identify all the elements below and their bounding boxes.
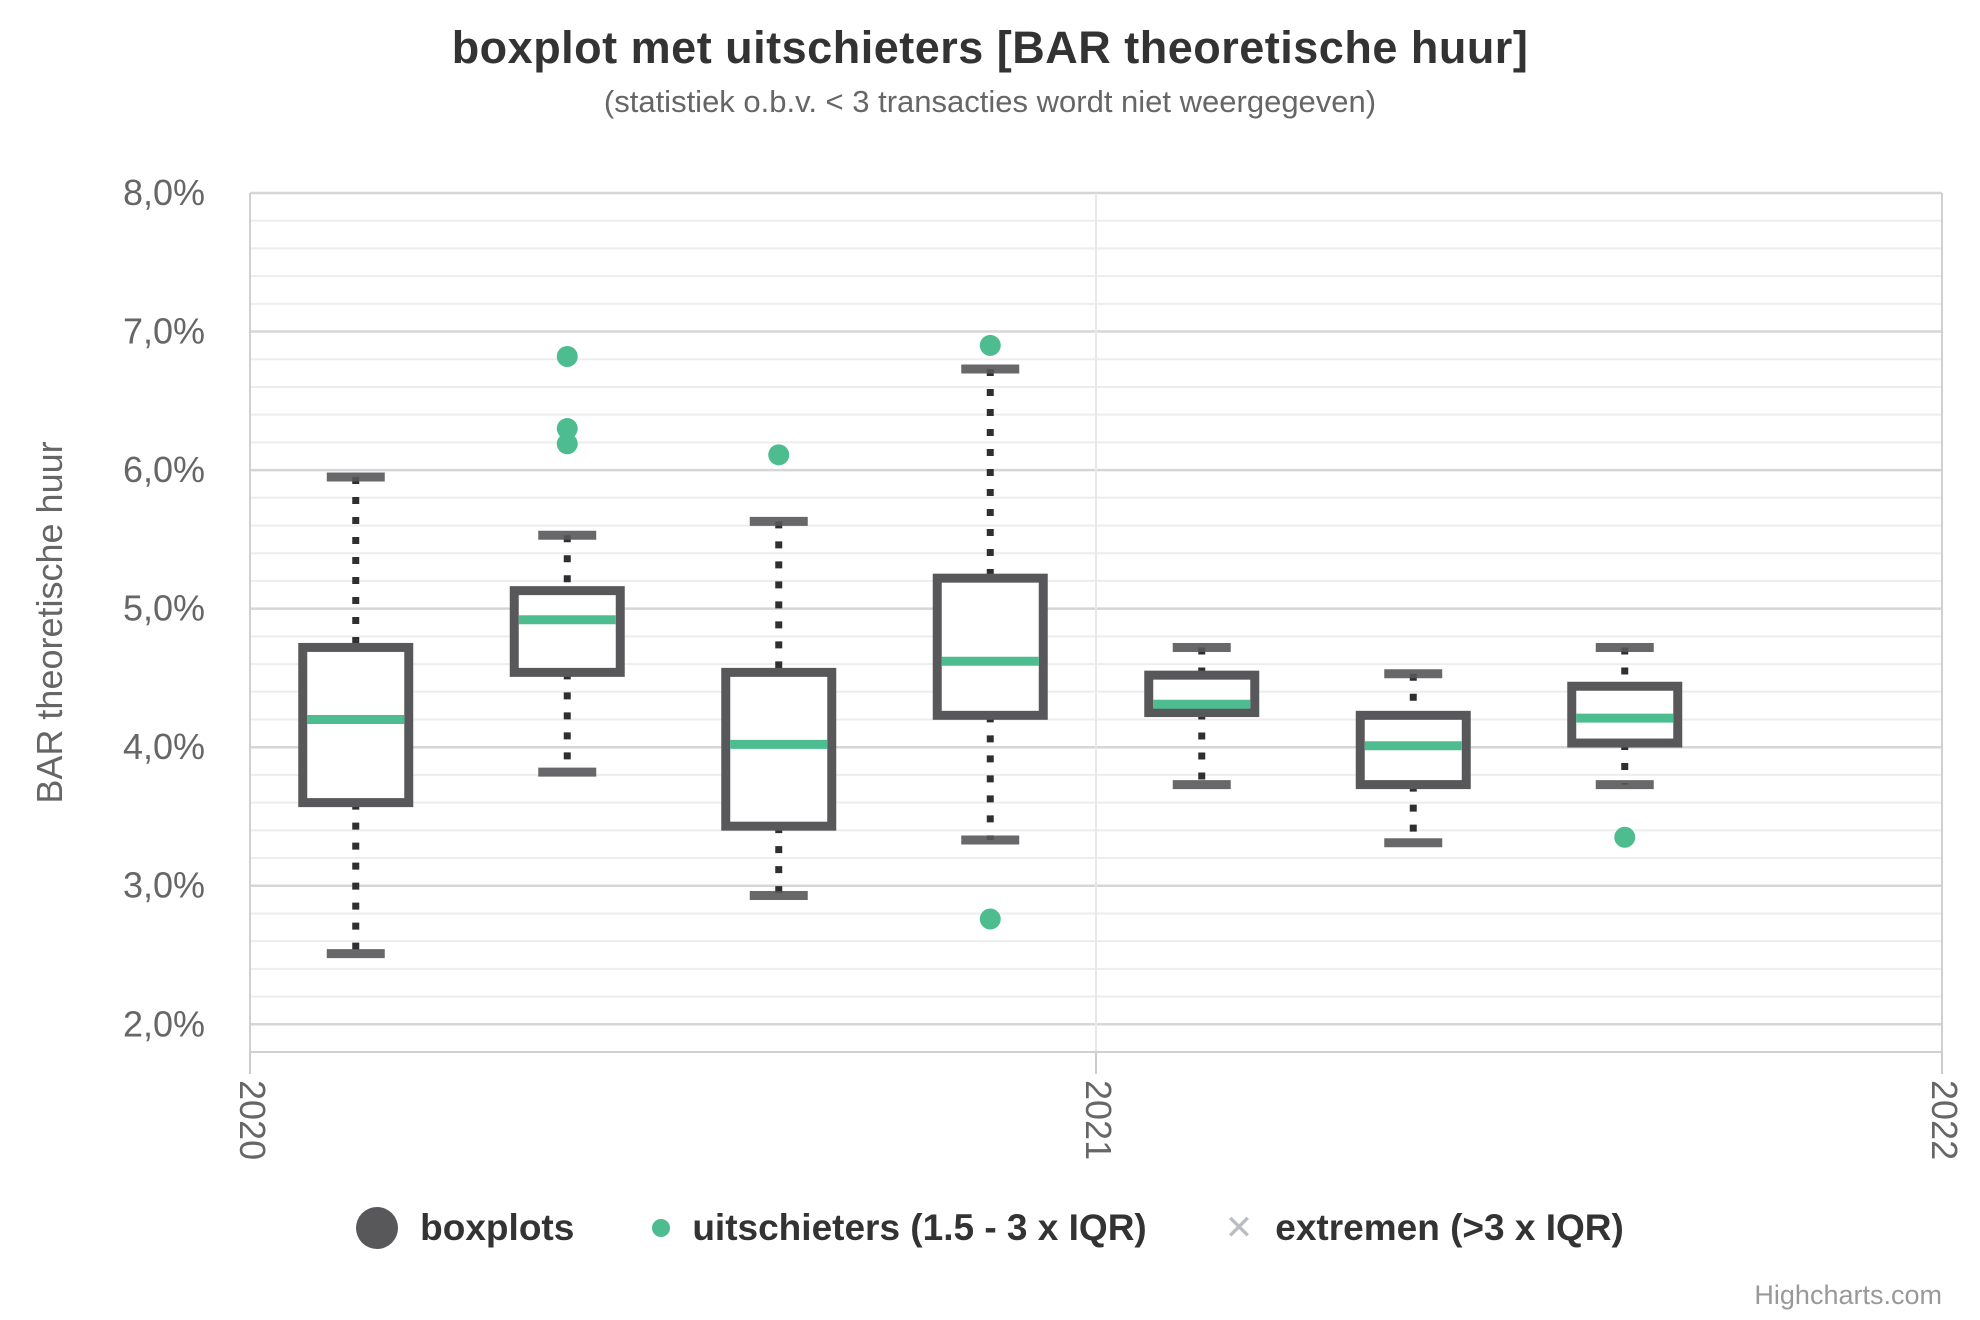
y-axis-label: 3,0% [123, 865, 205, 906]
outlier-point[interactable] [556, 433, 578, 455]
legend-label: extremen (>3 x IQR) [1275, 1207, 1624, 1248]
legend-item-boxplots[interactable]: boxplots [356, 1207, 574, 1249]
y-axis-label: 4,0% [123, 726, 205, 767]
chart-subtitle: (statistiek o.b.v. < 3 transacties wordt… [603, 84, 1377, 119]
boxplot-box[interactable] [298, 642, 414, 808]
y-axis-label: 2,0% [123, 1003, 205, 1044]
outlier-point[interactable] [556, 345, 578, 367]
legend-label: uitschieters (1.5 - 3 x IQR) [692, 1207, 1147, 1248]
y-axis-label: 5,0% [123, 588, 205, 629]
outlier-point[interactable] [768, 444, 790, 466]
chart-title: boxplot met uitschieters [BAR theoretisc… [451, 22, 1529, 73]
x-axis-label: 2022 [1924, 1080, 1965, 1160]
x-axis-label: 2020 [232, 1080, 273, 1160]
circle-marker-icon [652, 1219, 671, 1237]
outlier-point[interactable] [979, 334, 1001, 356]
legend-label: boxplots [420, 1207, 575, 1248]
highcharts-credits[interactable]: Highcharts.com [1754, 1280, 1942, 1310]
circle-marker-icon [356, 1207, 399, 1249]
y-axis-label: 8,0% [123, 172, 205, 213]
boxplot-box[interactable] [509, 586, 625, 677]
legend-item-uitschieters[interactable]: uitschieters (1.5 - 3 x IQR) [652, 1207, 1147, 1249]
outlier-point[interactable] [1614, 826, 1636, 848]
boxplot-box[interactable] [932, 573, 1048, 720]
y-axis-label: 6,0% [123, 449, 205, 490]
outlier-point[interactable] [979, 908, 1001, 930]
y-axis-title: BAR theoretische huur [29, 441, 70, 803]
boxplot-box[interactable] [721, 667, 837, 831]
legend-item-extremen[interactable]: ✕ extremen (>3 x IQR) [1225, 1207, 1624, 1249]
legend: boxplots uitschieters (1.5 - 3 x IQR) ✕ ext… [0, 1192, 1980, 1264]
x-axis-label: 2021 [1078, 1080, 1119, 1160]
cross-icon: ✕ [1224, 1209, 1254, 1247]
y-axis-label: 7,0% [123, 311, 205, 352]
outlier-point[interactable] [556, 418, 578, 440]
